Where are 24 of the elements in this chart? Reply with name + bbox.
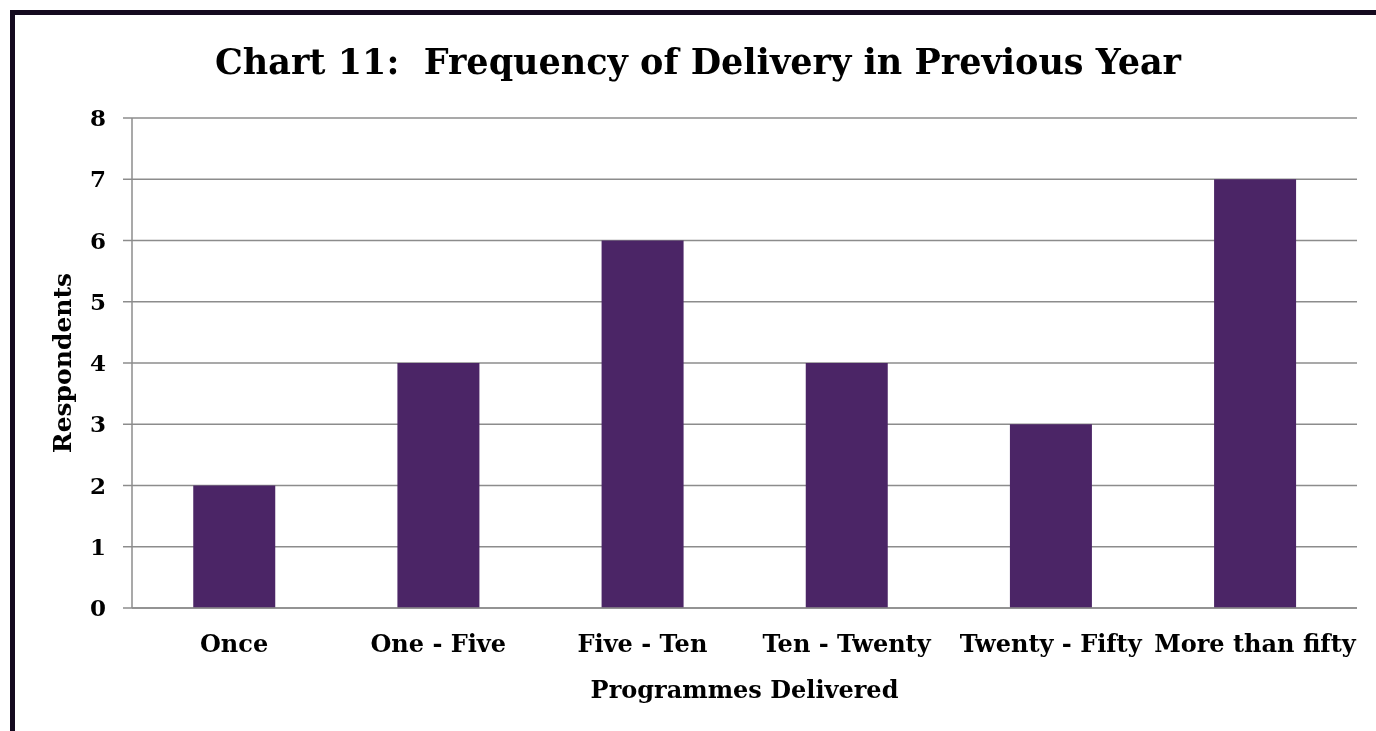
y-axis-title: Respondents xyxy=(47,272,77,454)
x-tick-label: Twenty - Fifty xyxy=(959,629,1143,659)
bar xyxy=(1214,179,1297,608)
bar xyxy=(601,240,684,608)
x-tick-label: More than fifty xyxy=(1154,629,1357,659)
y-tick-label: 2 xyxy=(89,471,106,499)
bar xyxy=(397,363,480,608)
y-tick-label: 0 xyxy=(89,594,106,622)
bar xyxy=(193,485,276,608)
y-tick-label: 3 xyxy=(89,410,106,438)
y-tick-label: 1 xyxy=(89,532,106,560)
x-axis-title: Programmes Delivered xyxy=(590,675,899,704)
chart-title: Chart 11: Frequency of Delivery in Previous Year xyxy=(213,40,1183,84)
bar xyxy=(805,363,888,608)
y-tick-label: 4 xyxy=(89,349,106,377)
x-tick-label: Five - Ten xyxy=(577,629,708,659)
x-tick-label: Ten - Twenty xyxy=(762,629,932,659)
y-tick-label: 8 xyxy=(89,104,106,132)
y-tick-label: 6 xyxy=(89,226,106,254)
x-tick-label: One - Five xyxy=(370,629,507,659)
y-tick-label: 7 xyxy=(89,165,106,193)
x-tick-label: Once xyxy=(199,629,269,659)
bar xyxy=(1009,424,1092,608)
y-tick-label: 5 xyxy=(89,287,106,315)
